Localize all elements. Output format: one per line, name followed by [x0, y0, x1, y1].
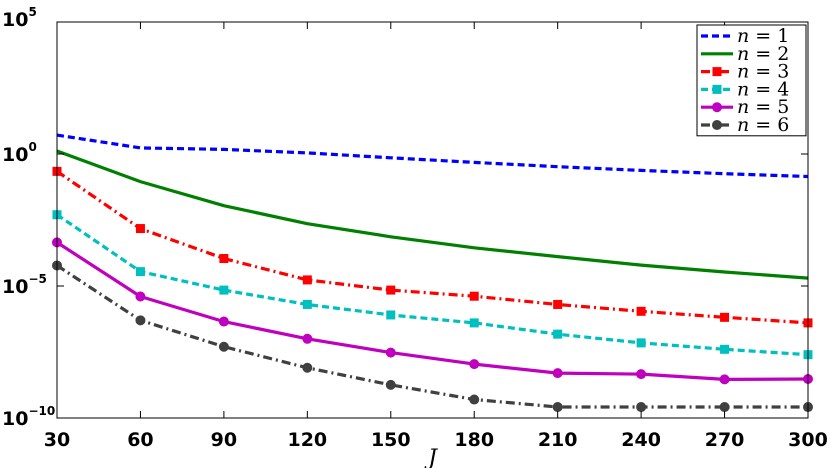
- series-line: [56, 264, 808, 409]
- data-point: [636, 402, 647, 413]
- y-tick-label: 100: [2, 140, 37, 166]
- series-1: [56, 133, 809, 179]
- data-point: [219, 254, 229, 264]
- legend-entry: n = 5: [701, 96, 789, 118]
- data-point: [469, 291, 479, 301]
- x-tick-label: 240: [621, 429, 661, 451]
- data-point: [720, 344, 730, 354]
- data-point: [553, 299, 563, 309]
- series-line: [56, 170, 809, 325]
- data-point: [636, 306, 646, 316]
- series-line: [56, 241, 809, 381]
- legend-label: n = 2: [737, 43, 789, 65]
- y-tick-labels: 105 100 10−5 10−10: [2, 5, 55, 430]
- ticks-layer: [56, 21, 809, 419]
- x-axis-title: J: [424, 446, 438, 468]
- legend-label: n = 6: [737, 114, 789, 136]
- data-point: [552, 402, 563, 413]
- plot-frame: [56, 21, 809, 419]
- legend: n = 1n = 2n = 3n = 4n = 5n = 6: [696, 24, 807, 137]
- legend-marker: [712, 102, 722, 113]
- legend-marker: [712, 120, 722, 130]
- y-tick-label: 10−5: [2, 272, 47, 298]
- data-point: [552, 368, 563, 379]
- x-tick-label: 90: [211, 429, 237, 451]
- data-point: [719, 374, 730, 385]
- x-tick-label: 270: [705, 429, 745, 451]
- data-point: [385, 379, 396, 390]
- data-point: [135, 224, 145, 234]
- data-point: [302, 299, 312, 309]
- data-point: [636, 369, 647, 380]
- legend-box: [696, 24, 807, 137]
- data-point: [302, 362, 313, 373]
- data-point: [135, 291, 146, 302]
- legend-entry: n = 1: [701, 25, 789, 47]
- legend-entry: n = 2: [701, 43, 789, 65]
- data-point: [720, 312, 730, 322]
- legend-entry: n = 3: [701, 61, 789, 83]
- y-tick-label: 10−10: [2, 404, 55, 430]
- x-tick-label: 210: [538, 429, 578, 451]
- series-layer: [52, 133, 813, 413]
- series-line: [56, 213, 809, 357]
- data-point: [469, 359, 480, 370]
- data-point: [636, 338, 646, 348]
- x-tick-label: 30: [44, 429, 70, 451]
- x-tick-label: 180: [454, 429, 494, 451]
- x-tick-label: 300: [788, 429, 828, 451]
- x-tick-label: 120: [287, 429, 327, 451]
- data-point: [553, 329, 563, 339]
- series-line: [56, 133, 809, 179]
- series-line: [56, 149, 809, 280]
- x-tick-label: 150: [371, 429, 411, 451]
- y-tick-label: 105: [2, 5, 37, 31]
- x-tick-label: 60: [127, 429, 153, 451]
- data-point: [469, 394, 480, 405]
- legend-label: n = 3: [737, 61, 789, 83]
- legend-marker: [712, 67, 722, 77]
- data-point: [386, 310, 396, 320]
- series-2: [56, 149, 809, 280]
- data-point: [302, 275, 312, 285]
- data-point: [218, 316, 229, 327]
- legend-marker: [712, 84, 722, 94]
- data-point: [719, 402, 730, 413]
- legend-label: n = 1: [737, 25, 789, 47]
- plot-area: [57, 22, 808, 418]
- data-point: [135, 315, 146, 326]
- data-point: [469, 318, 479, 328]
- x-tick-labels: 30 60 90 120 150 180 210 240 270 300: [44, 429, 828, 451]
- data-point: [135, 267, 145, 277]
- legend-label: n = 5: [737, 96, 789, 118]
- data-point: [218, 341, 229, 352]
- legend-entry: n = 6: [701, 114, 789, 136]
- legend-label: n = 4: [737, 78, 789, 100]
- data-point: [302, 333, 313, 344]
- data-point: [219, 285, 229, 295]
- legend-entry: n = 4: [701, 78, 789, 100]
- data-point: [385, 347, 396, 358]
- data-point: [386, 285, 396, 295]
